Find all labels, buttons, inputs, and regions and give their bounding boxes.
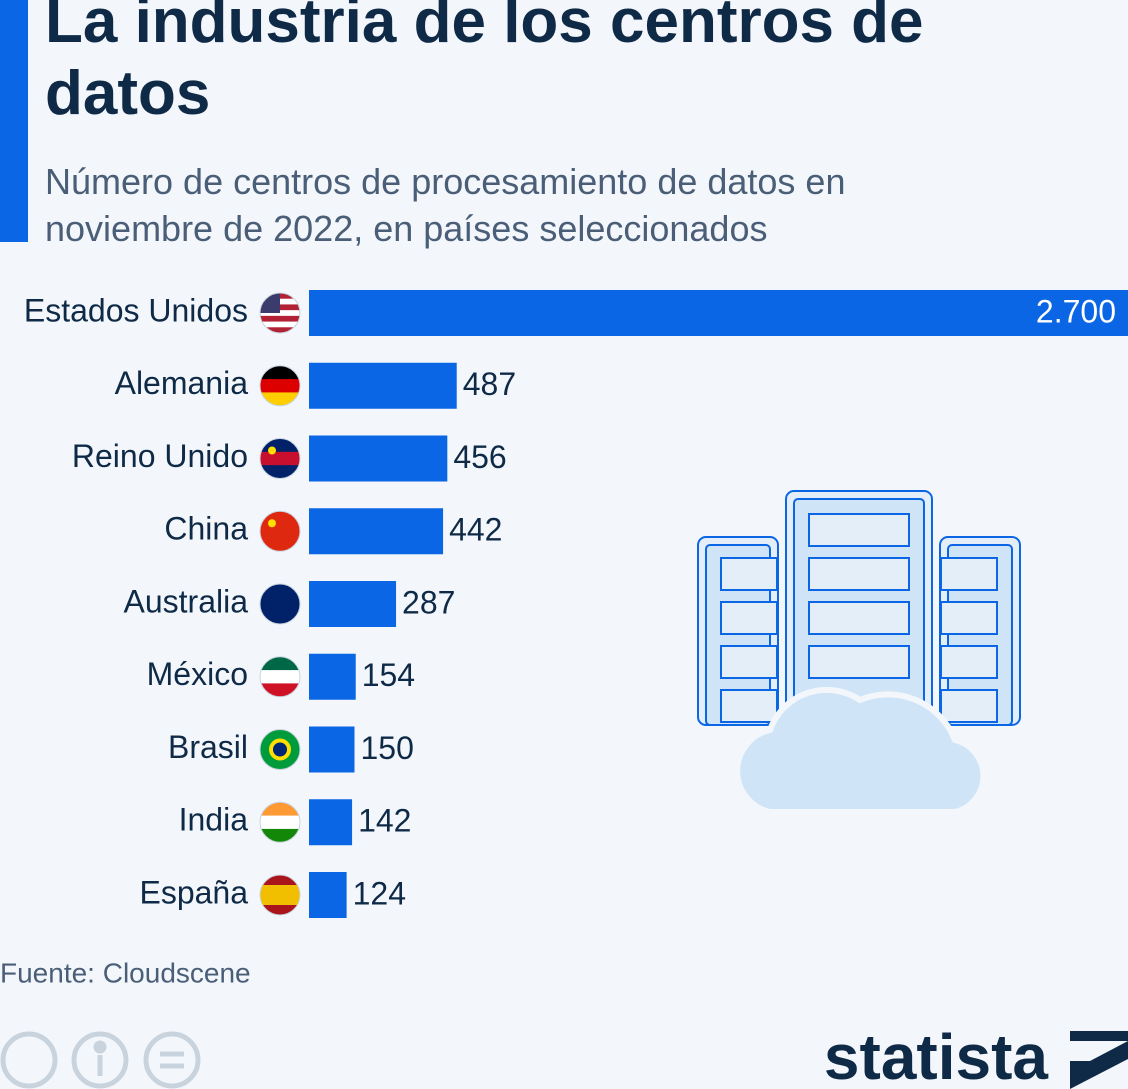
value-label: 142 bbox=[358, 803, 411, 839]
bar bbox=[309, 435, 448, 482]
category-label: Australia bbox=[124, 583, 249, 619]
category-label: Estados Unidos bbox=[24, 292, 248, 328]
accent-bar bbox=[0, 0, 28, 242]
brand-logo bbox=[1070, 1031, 1128, 1089]
flag-stripe bbox=[260, 392, 300, 406]
bar bbox=[309, 799, 353, 846]
flag-stripe bbox=[260, 511, 300, 552]
flag-stripe bbox=[260, 875, 300, 886]
flag-stripe bbox=[260, 815, 300, 830]
flag-icon bbox=[259, 874, 301, 916]
flag-stripe bbox=[260, 895, 300, 906]
cloud-illustration bbox=[734, 686, 987, 815]
flag-emblem bbox=[269, 738, 291, 761]
chart-subtitle: Número de centros de procesamiento de da… bbox=[45, 161, 846, 249]
flag-stripe bbox=[260, 885, 300, 896]
flag-stripe bbox=[260, 584, 300, 624]
flag-stripe bbox=[260, 905, 300, 915]
flag-stripe bbox=[260, 670, 300, 684]
flag-emblem bbox=[268, 446, 276, 455]
value-label: 287 bbox=[402, 584, 455, 620]
flag-stripe bbox=[260, 379, 300, 393]
category-label: España bbox=[139, 874, 248, 910]
flag-border bbox=[259, 874, 301, 916]
flag-stripe bbox=[260, 310, 300, 317]
category-label: Alemania bbox=[115, 365, 249, 401]
category-label: México bbox=[147, 656, 248, 692]
server-illustration bbox=[697, 490, 1021, 726]
bar bbox=[309, 362, 457, 409]
value-label: 456 bbox=[453, 439, 506, 475]
flag-border bbox=[259, 438, 301, 479]
value-label: 487 bbox=[463, 366, 516, 402]
flag-border bbox=[259, 292, 301, 334]
flag-icon bbox=[259, 438, 301, 479]
flag-border bbox=[259, 656, 301, 698]
flag-icon bbox=[259, 801, 301, 843]
chart-title: La industria de los centros de datos bbox=[45, 0, 924, 128]
brand: statista bbox=[824, 1021, 1049, 1089]
flag-border bbox=[259, 729, 301, 770]
flag-border bbox=[259, 583, 301, 625]
bar bbox=[309, 872, 347, 918]
flag-stripe bbox=[260, 683, 300, 697]
flag-stripe bbox=[260, 321, 300, 328]
flag-border bbox=[259, 510, 301, 552]
flag-icon bbox=[259, 583, 301, 625]
flag-stripe bbox=[260, 315, 300, 323]
flag-stripe bbox=[260, 802, 300, 817]
source: Fuente: Cloudscene bbox=[0, 957, 251, 988]
flag-stripe bbox=[260, 365, 300, 380]
flag-stripe bbox=[260, 438, 300, 453]
flag-stripe bbox=[260, 828, 300, 843]
flag-emblem bbox=[268, 519, 276, 528]
flag-stripe bbox=[260, 451, 300, 466]
flag-stripe bbox=[260, 465, 300, 479]
bar bbox=[309, 508, 444, 555]
value-label: 154 bbox=[362, 657, 415, 693]
category-label: India bbox=[179, 802, 249, 838]
category-label: China bbox=[164, 511, 248, 547]
license-icons bbox=[0, 1031, 201, 1089]
bar bbox=[309, 581, 397, 627]
value-label: 442 bbox=[449, 512, 502, 548]
value-label: 150 bbox=[361, 730, 414, 766]
flag-icon bbox=[259, 729, 301, 770]
flag-border bbox=[259, 365, 301, 407]
bar bbox=[309, 290, 1128, 336]
flag-icon bbox=[259, 365, 301, 407]
flag-icon bbox=[259, 292, 301, 334]
category-label: Reino Unido bbox=[72, 438, 248, 474]
flag-stripe bbox=[260, 656, 300, 671]
flag-icon bbox=[259, 656, 301, 698]
value-label: 2.700 bbox=[1036, 293, 1116, 329]
flag-icon bbox=[259, 510, 301, 552]
category-label: Brasil bbox=[168, 729, 248, 765]
flag-border bbox=[259, 801, 301, 843]
flag-stripe bbox=[260, 327, 300, 333]
value-label: 124 bbox=[353, 875, 406, 911]
bar bbox=[309, 726, 355, 773]
bar bbox=[309, 653, 356, 700]
